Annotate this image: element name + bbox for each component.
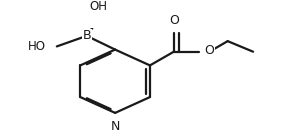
Text: OH: OH bbox=[90, 0, 108, 13]
Text: O: O bbox=[169, 14, 179, 27]
Text: B: B bbox=[83, 29, 91, 42]
Text: O: O bbox=[205, 44, 214, 57]
Text: HO: HO bbox=[28, 40, 46, 53]
Text: N: N bbox=[110, 120, 120, 133]
